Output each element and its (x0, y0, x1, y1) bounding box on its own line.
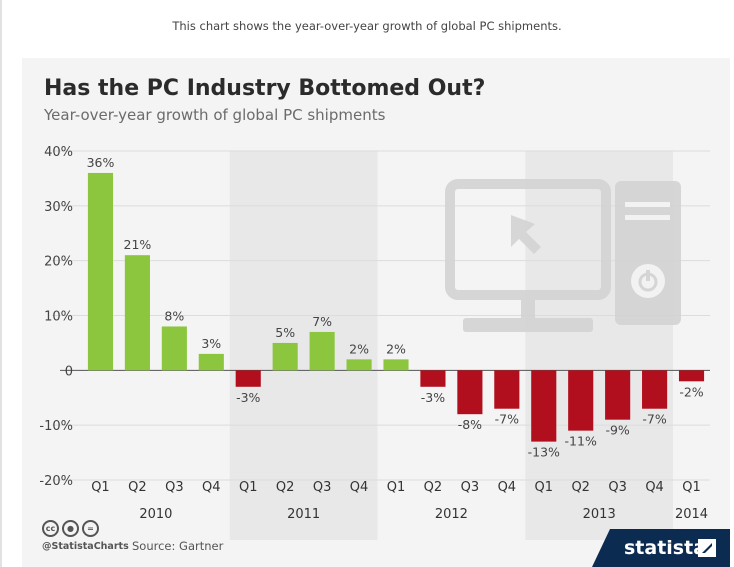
x-tick-label: Q3 (165, 480, 184, 495)
bar-value-labels: 36% 21% 8% 3% -3% 5% 7% 2% 2% -3% -8% -7% -13% -11% -9… (87, 155, 704, 460)
bars (87, 172, 705, 442)
bar-value-label: -9% (605, 423, 629, 438)
statista-handle: @StatistaCharts (42, 541, 129, 552)
chart-subtitle: Year-over-year growth of global PC shipm… (44, 106, 386, 124)
tower-slot-2 (625, 215, 670, 220)
x-tick-label: Q3 (461, 480, 480, 495)
statista-logo[interactable]: statista (592, 529, 730, 567)
bar (272, 342, 298, 371)
no-derivatives-icon: = (82, 520, 99, 537)
bar-value-label: 2% (386, 341, 406, 356)
bar (494, 370, 520, 409)
x-tick-label: Q4 (645, 480, 664, 495)
y-tick-label: 40% (44, 145, 73, 160)
y-tick-label: 10% (44, 310, 73, 325)
bar-value-label: 21% (124, 237, 152, 252)
x-tick-label: Q2 (571, 480, 590, 495)
gridlines (52, 150, 710, 481)
creative-commons-icon: cc (42, 520, 59, 537)
bar (346, 359, 372, 371)
tower-slot-1 (625, 202, 670, 207)
bar-value-label: -11% (565, 434, 597, 449)
statista-mark-icon (698, 539, 716, 557)
bar (87, 172, 114, 371)
bar-value-label: -8% (458, 417, 482, 432)
year-label: 2013 (583, 507, 616, 522)
page-left-rule (0, 0, 2, 567)
x-tick-label: Q4 (202, 480, 221, 495)
bar (605, 370, 631, 420)
bar-chart: 40% 30% 20% 10% 0 -10% -20% 36% 21% 8% 3% -3% 5% 7% 2… (39, 145, 710, 540)
x-axis-year-labels: 2010 2011 2012 2013 2014 (139, 507, 708, 522)
chart-caption: This chart shows the year-over-year grow… (172, 19, 562, 33)
x-tick-label: Q1 (91, 480, 110, 495)
x-tick-label: Q1 (535, 480, 554, 495)
bar-value-label: 3% (201, 336, 221, 351)
x-tick-label: Q1 (682, 480, 701, 495)
bar (568, 370, 594, 431)
bar-value-label: 7% (312, 314, 332, 329)
bar-value-label: -2% (679, 384, 703, 399)
x-tick-label: Q2 (424, 480, 443, 495)
year-label: 2012 (435, 507, 468, 522)
bar-value-label: -3% (236, 390, 260, 405)
chart-card: Has the PC Industry Bottomed Out? Year-o… (22, 58, 730, 567)
bar-value-label: 8% (164, 308, 184, 323)
bar (124, 255, 150, 371)
mouse-cursor-icon (511, 215, 541, 254)
computer-illustration (445, 179, 681, 332)
bar (420, 370, 446, 387)
year-label: 2014 (675, 507, 708, 522)
y-axis-labels: 40% 30% 20% 10% 0 -10% -20% (39, 145, 73, 489)
bar (235, 370, 261, 387)
x-tick-label: Q3 (608, 480, 627, 495)
bar (309, 331, 335, 371)
attribution-icon: ● (62, 520, 79, 537)
x-tick-label: Q1 (387, 480, 406, 495)
y-tick-label: 20% (44, 255, 73, 270)
bar-value-label: 5% (275, 325, 295, 340)
bar (531, 370, 557, 442)
bar (678, 370, 705, 382)
chart-title: Has the PC Industry Bottomed Out? (44, 76, 486, 101)
x-tick-label: Q4 (350, 480, 369, 495)
bar-value-label: 2% (349, 341, 369, 356)
bar (383, 359, 409, 371)
statista-logo-text: statista (624, 537, 707, 559)
x-axis-quarter-labels: Q1 Q2 Q3 Q4 Q1 Q2 Q3 Q4 Q1 Q2 Q3 Q4 Q1 Q2 Q3 Q4 Q1 (91, 480, 701, 495)
monitor-base-icon (463, 318, 593, 332)
y-tick-label: 30% (44, 200, 73, 215)
bar-value-label: -13% (528, 445, 560, 460)
x-tick-label: Q3 (313, 480, 332, 495)
year-label: 2011 (287, 507, 320, 522)
year-label: 2010 (139, 507, 172, 522)
bar-value-label: 36% (87, 155, 115, 170)
bar-value-label: -7% (642, 412, 666, 427)
bar (161, 326, 187, 371)
x-tick-label: Q4 (498, 480, 517, 495)
monitor-stand-icon (521, 295, 535, 321)
source-note: Source: Gartner (132, 539, 224, 553)
y-tick-label: -10% (39, 419, 73, 434)
x-tick-label: Q1 (239, 480, 258, 495)
bar-value-label: -7% (495, 412, 519, 427)
bar (457, 370, 483, 415)
year-band-2011 (229, 151, 378, 540)
bar (642, 370, 668, 409)
x-tick-label: Q2 (128, 480, 147, 495)
y-tick-label: 0 (65, 364, 73, 379)
x-tick-label: Q2 (276, 480, 295, 495)
bar (198, 353, 224, 371)
y-tick-label: -20% (39, 474, 73, 489)
bar-value-label: -3% (421, 390, 445, 405)
license-icons: cc ● = (42, 520, 99, 537)
